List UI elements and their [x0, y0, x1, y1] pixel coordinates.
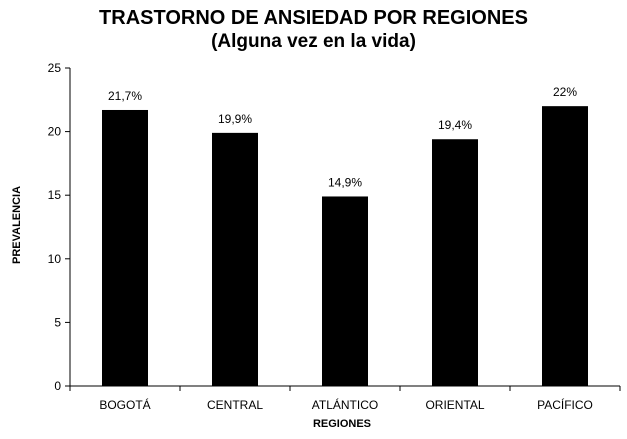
- y-tick-label: 25: [48, 61, 62, 75]
- chart-axes: 0 5 10 15 20 25: [48, 61, 621, 393]
- bar: [542, 106, 588, 386]
- data-label: 22%: [553, 85, 577, 99]
- y-axis-title: PREVALENCIA: [11, 186, 23, 264]
- x-tick-label: ATLÁNTICO: [312, 397, 378, 412]
- y-tick-label: 15: [48, 188, 62, 202]
- bar: [102, 109, 148, 386]
- bar: [432, 139, 478, 386]
- chart-bars: [102, 106, 588, 386]
- x-tick-label: BOGOTÁ: [99, 397, 150, 412]
- chart-title-main: TRASTORNO DE ANSIEDAD POR REGIONES: [99, 7, 528, 29]
- data-label: 19,9%: [218, 112, 252, 126]
- y-tick-label: 10: [48, 252, 62, 266]
- bar: [212, 132, 258, 386]
- data-label: 21,7%: [108, 89, 142, 103]
- y-tick-label: 20: [48, 125, 62, 139]
- x-tick-label: ORIENTAL: [425, 398, 484, 412]
- bar: [322, 196, 368, 386]
- x-tick-label: PACÍFICO: [537, 397, 593, 412]
- x-axis-title: REGIONES: [313, 418, 371, 430]
- data-label: 14,9%: [328, 175, 362, 189]
- y-tick-label: 5: [54, 315, 61, 329]
- chart-labels: 21,7% BOGOTÁ 19,9% CENTRAL 14,9% ATLÁNTICO 19,…: [99, 85, 593, 412]
- x-tick-label: CENTRAL: [207, 398, 263, 412]
- data-label: 19,4%: [438, 118, 472, 132]
- y-tick-label: 0: [54, 379, 61, 393]
- chart-title: TRASTORNO DE ANSIEDAD POR REGIONES (Algu…: [0, 6, 627, 54]
- chart-subtitle: (Alguna vez en la vida): [211, 31, 416, 52]
